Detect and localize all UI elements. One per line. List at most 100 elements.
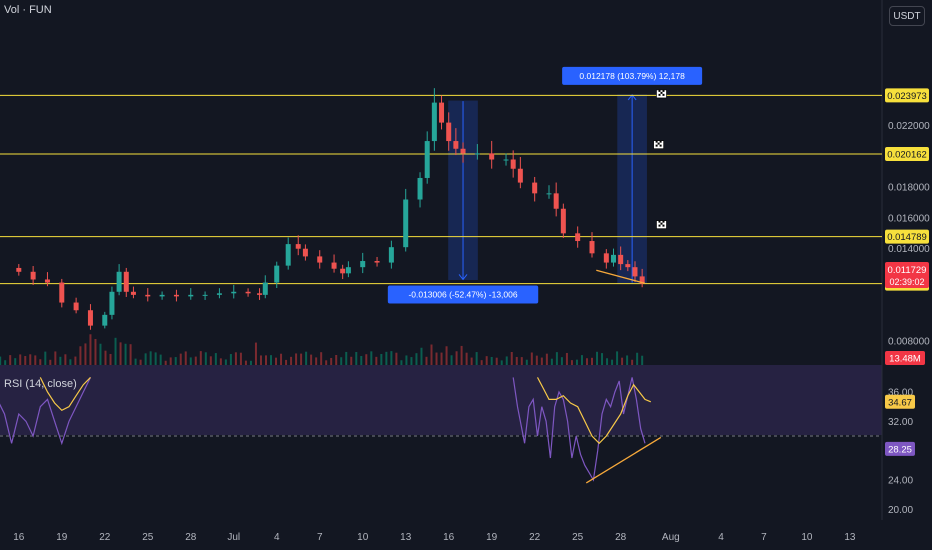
volume-bar — [144, 353, 147, 365]
volume-bar — [54, 351, 57, 365]
candle-body — [510, 159, 516, 169]
candle-body — [159, 294, 165, 297]
volume-bar — [525, 359, 528, 365]
volume-bar — [460, 345, 463, 365]
volume-bar — [104, 350, 107, 365]
rsi-tick-label: 20.00 — [888, 505, 913, 516]
volume-bar — [134, 358, 137, 365]
time-tick-label: 13 — [400, 532, 412, 543]
rsi-tick-label: 32.00 — [888, 417, 913, 428]
candle-body — [474, 153, 480, 155]
volume-bar — [505, 356, 508, 365]
candle-body — [460, 148, 466, 154]
volume-bar — [641, 355, 644, 365]
time-tick-label: Aug — [662, 532, 680, 543]
volume-bar — [114, 337, 117, 365]
time-tick-label: 4 — [274, 532, 280, 543]
volume-bar — [545, 353, 548, 365]
volume-bar — [189, 357, 192, 365]
time-tick-label: 25 — [142, 532, 154, 543]
candle-body — [188, 294, 194, 297]
volume-bar — [169, 357, 172, 365]
volume-bar — [565, 352, 568, 365]
volume-bar — [229, 354, 232, 365]
candle-body — [632, 267, 638, 277]
candle-body — [532, 182, 538, 194]
volume-bar — [119, 342, 122, 365]
volume-bar — [555, 352, 558, 365]
volume-bar — [535, 355, 538, 365]
volume-bar — [626, 355, 629, 365]
volume-bar — [606, 358, 609, 365]
time-tick-label: 10 — [801, 532, 813, 543]
volume-bar — [445, 346, 448, 365]
volume-bar — [611, 359, 614, 365]
volume-bar — [425, 356, 428, 365]
volume-bar — [510, 351, 513, 365]
candle-body — [517, 168, 523, 183]
flag-icon-checks — [658, 89, 665, 96]
volume-bar — [259, 355, 262, 365]
volume-bar — [24, 356, 27, 365]
candle-body — [317, 256, 323, 263]
candle-body — [30, 271, 36, 280]
candle-body — [285, 244, 291, 266]
rsi-tag-label: 28.25 — [888, 444, 912, 455]
volume-bar — [219, 358, 222, 365]
volume-bar — [385, 351, 388, 365]
price-trendline — [596, 269, 646, 284]
candle-body — [360, 261, 366, 268]
volume-bar — [204, 352, 207, 365]
candle-body — [374, 261, 380, 263]
candle-body — [216, 293, 222, 295]
volume-bar — [184, 351, 187, 365]
time-tick-label: 13 — [844, 532, 856, 543]
volume-bar — [84, 343, 87, 365]
rsi-ma-tag-bg — [885, 394, 915, 409]
level-tag-label: 0.014789 — [887, 232, 927, 243]
price-tick-label: 0.014000 — [888, 244, 930, 255]
pair-label: Vol · FUN — [4, 4, 52, 16]
volume-bar — [285, 359, 288, 365]
time-tick-label: 28 — [185, 532, 197, 543]
volume-bar — [575, 359, 578, 365]
volume-bar — [585, 358, 588, 365]
volume-bar — [415, 353, 418, 365]
volume-bar — [631, 359, 634, 365]
level-tag-bg — [885, 146, 929, 161]
candle-body — [262, 282, 268, 295]
volume-bar — [440, 352, 443, 365]
time-tick-label: 7 — [761, 532, 767, 543]
price-tick-label: 0.018000 — [888, 183, 930, 194]
candle-body — [245, 291, 251, 294]
volume-bar — [224, 359, 227, 365]
volume-bar — [305, 351, 308, 365]
volume-bar — [636, 352, 639, 365]
volume-bar — [109, 353, 112, 365]
volume-bar — [164, 360, 167, 365]
volume-bar — [405, 355, 408, 365]
candle-body — [274, 265, 280, 283]
flag-icon-checks — [655, 140, 662, 147]
volume-bar — [430, 344, 433, 365]
volume-bar — [214, 353, 217, 365]
volume-bar — [159, 354, 162, 365]
rsi-tick-label: 36.00 — [888, 388, 913, 399]
volume-bar — [249, 360, 252, 365]
volume-bar — [490, 356, 493, 365]
volume-bar — [616, 351, 619, 365]
volume-bar — [340, 357, 343, 365]
candle-body — [295, 244, 301, 249]
flag-icon-checks — [658, 220, 665, 227]
candle-body — [553, 193, 559, 209]
currency-button[interactable]: USDT — [889, 6, 925, 26]
volume-bar — [34, 355, 37, 365]
candle-body — [302, 248, 308, 257]
candle-body — [130, 291, 136, 295]
volume-bar — [239, 352, 242, 365]
volume-bar — [596, 351, 599, 365]
volume-bar — [79, 346, 82, 365]
time-tick-label: 22 — [529, 532, 541, 543]
level-tag-label: 0.020162 — [887, 149, 927, 160]
